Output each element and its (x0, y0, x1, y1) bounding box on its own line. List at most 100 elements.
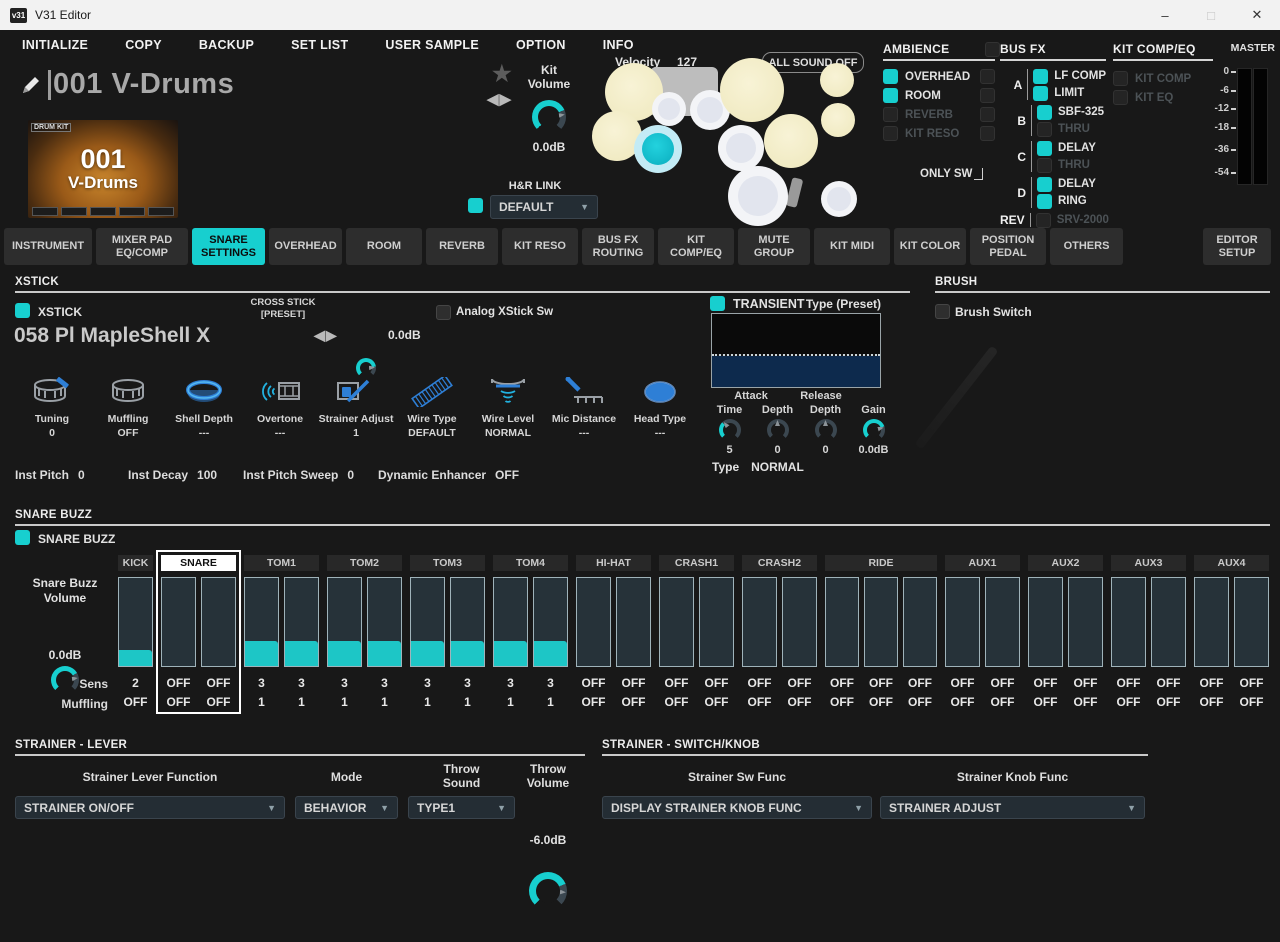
buzz-bar-aux2-1[interactable] (1028, 577, 1063, 667)
sens-value[interactable]: OFF (1073, 676, 1098, 690)
buzz-bar-tom3-2[interactable] (450, 577, 485, 667)
transient-time-knob[interactable] (718, 419, 741, 441)
param-shell-depth[interactable]: Shell Depth --- (166, 375, 242, 439)
tab-position-pedal[interactable]: POSITION PEDAL (970, 228, 1046, 265)
ambience-reverb-checkbox[interactable] (883, 107, 898, 122)
muffling-value[interactable]: OFF (581, 695, 606, 709)
bus-sbf-325-checkbox[interactable] (1037, 104, 1052, 120)
bus-ring-checkbox[interactable] (1037, 193, 1052, 209)
menu-item-initialize[interactable]: INITIALIZE (22, 38, 89, 52)
kit-comp-checkbox[interactable] (1113, 71, 1128, 86)
buzz-bar-ride-1[interactable] (825, 577, 859, 667)
tab-snare-settings[interactable]: SNARE SETTINGS (192, 228, 265, 265)
sens-value[interactable]: OFF (830, 676, 854, 690)
ambience-kit-reso-only-sw-checkbox[interactable] (980, 126, 995, 141)
muffling-value[interactable]: OFF (664, 695, 689, 709)
menu-item-backup[interactable]: BACKUP (198, 38, 255, 52)
xstick-enable-checkbox[interactable] (15, 303, 30, 318)
sens-value[interactable]: OFF (787, 676, 812, 690)
tab-kit-midi[interactable]: KIT MIDI (814, 228, 890, 265)
buzz-bar-ride-2[interactable] (864, 577, 898, 667)
param-mic-distance[interactable]: Mic Distance --- (546, 375, 622, 439)
muffling-value[interactable]: OFF (990, 695, 1015, 709)
sens-value[interactable]: 3 (258, 676, 265, 690)
pad-label-aux1[interactable]: AUX1 (945, 555, 1020, 571)
ambience-room-checkbox[interactable] (883, 88, 898, 103)
mode-dropdown[interactable]: BEHAVIOR ▼ (295, 796, 398, 819)
buzz-bar-aux3-1[interactable] (1111, 577, 1146, 667)
bus-limit-checkbox[interactable] (1033, 85, 1049, 101)
sens-value[interactable]: 3 (424, 676, 431, 690)
menu-item-set-list[interactable]: SET LIST (291, 38, 349, 52)
strainer-knob-func-dropdown[interactable]: STRAINER ADJUST ▼ (880, 796, 1145, 819)
param-strainer-adjust[interactable]: Strainer Adjust 1 (318, 375, 394, 439)
buzz-bar-crash1-1[interactable] (659, 577, 694, 667)
tab-mixer-pad-eq-comp[interactable]: MIXER PAD EQ/COMP (96, 228, 188, 265)
muffling-value[interactable]: 1 (381, 695, 388, 709)
pad-label-ride[interactable]: RIDE (825, 555, 937, 571)
hr-link-dropdown[interactable]: DEFAULT ▼ (490, 195, 598, 219)
sens-value[interactable]: OFF (1239, 676, 1264, 690)
pad-label-hi-hat[interactable]: HI-HAT (576, 555, 651, 571)
tab-instrument[interactable]: INSTRUMENT (4, 228, 92, 265)
maximize-button[interactable]: □ (1207, 7, 1215, 23)
sens-value[interactable]: 3 (464, 676, 471, 690)
sens-value[interactable]: OFF (869, 676, 893, 690)
buzz-bar-crash2-2[interactable] (782, 577, 817, 667)
muffling-value[interactable]: OFF (908, 695, 932, 709)
muffling-value[interactable]: OFF (166, 695, 191, 709)
param-wire-type[interactable]: Wire Type DEFAULT (394, 375, 470, 439)
bus-delay-checkbox[interactable] (1037, 176, 1052, 192)
kit-thumbnail[interactable]: DRUM KIT 001 V-Drums (28, 120, 178, 218)
snare-buzz-enable-checkbox[interactable] (15, 530, 30, 545)
buzz-bar-crash2-1[interactable] (742, 577, 777, 667)
analog-xstick-checkbox[interactable] (436, 305, 451, 320)
muffling-value[interactable]: OFF (747, 695, 772, 709)
brush-switch-checkbox[interactable] (935, 304, 950, 319)
pad-label-tom3[interactable]: TOM3 (410, 555, 485, 571)
buzz-bar-crash1-2[interactable] (699, 577, 734, 667)
menu-item-option[interactable]: OPTION (515, 38, 566, 52)
ambience-reverb-only-sw-checkbox[interactable] (980, 107, 995, 122)
sens-value[interactable]: OFF (950, 676, 975, 690)
muffling-value[interactable]: OFF (621, 695, 646, 709)
buzz-bar-hi-hat-2[interactable] (616, 577, 651, 667)
param-tuning[interactable]: Tuning 0 (14, 375, 90, 439)
sens-value[interactable]: OFF (621, 676, 646, 690)
transient-enable-checkbox[interactable] (710, 296, 725, 311)
snare-buzz-volume-knob[interactable] (51, 666, 79, 694)
bus-thru-checkbox[interactable] (1037, 121, 1052, 137)
pad-label-tom4[interactable]: TOM4 (493, 555, 568, 571)
tab-editor-setup[interactable]: EDITOR SETUP (1203, 228, 1271, 265)
sens-value[interactable]: 3 (341, 676, 348, 690)
pad-label-crash2[interactable]: CRASH2 (742, 555, 817, 571)
muffling-value[interactable]: OFF (869, 695, 893, 709)
param-overtone[interactable]: Overtone --- (242, 375, 318, 439)
cross-stick-knob[interactable] (356, 358, 376, 378)
kit-eq-checkbox[interactable] (1113, 90, 1128, 105)
kit-prev-next-arrows[interactable]: ◀▶ (487, 91, 513, 108)
sens-value[interactable]: 3 (547, 676, 554, 690)
crash-cymbal-3[interactable] (720, 58, 784, 122)
param-head-type[interactable]: Head Type --- (622, 375, 698, 439)
tab-kit-comp-eq[interactable]: KIT COMP/EQ (658, 228, 734, 265)
buzz-bar-aux4-1[interactable] (1194, 577, 1229, 667)
sens-value[interactable]: OFF (908, 676, 932, 690)
favorite-star-icon[interactable]: ★ (492, 61, 512, 86)
muffling-value[interactable]: OFF (1239, 695, 1264, 709)
minimize-button[interactable]: – (1161, 7, 1169, 23)
transient-depth-knob[interactable] (814, 419, 837, 441)
buzz-bar-hi-hat-1[interactable] (576, 577, 611, 667)
buzz-bar-ride-3[interactable] (903, 577, 937, 667)
ambience-kit-reso-checkbox[interactable] (883, 126, 898, 141)
ride-cymbal[interactable] (764, 114, 818, 168)
buzz-bar-snare-2[interactable] (201, 577, 236, 667)
splash-cymbal-2[interactable] (821, 103, 855, 137)
pad-label-aux4[interactable]: AUX4 (1194, 555, 1269, 571)
bus-srv-2000-checkbox[interactable] (1035, 212, 1051, 228)
param-wire-level[interactable]: Wire Level NORMAL (470, 375, 546, 439)
tab-reverb[interactable]: REVERB (426, 228, 498, 265)
pad-label-kick[interactable]: KICK (118, 555, 153, 571)
buzz-bar-snare-1[interactable] (161, 577, 196, 667)
sens-value[interactable]: OFF (206, 676, 231, 690)
